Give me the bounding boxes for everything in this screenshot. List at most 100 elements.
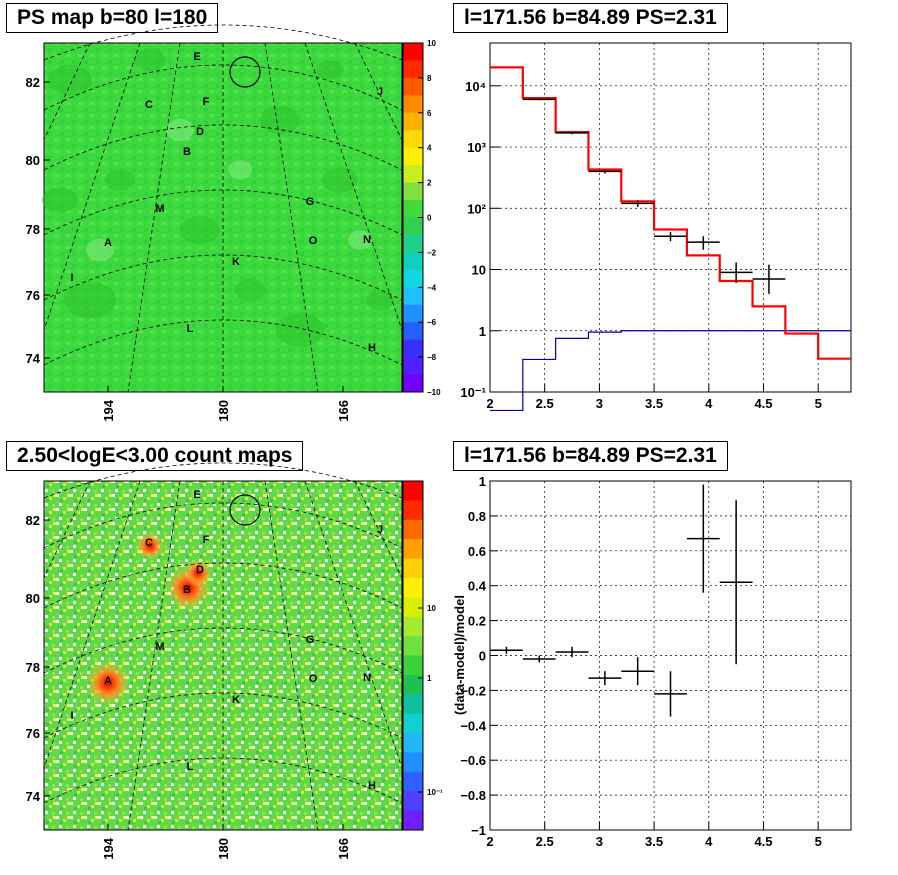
source-label-d: D [196, 126, 204, 138]
colorbar-tick-label: 1 [427, 674, 432, 683]
colorbar-tick-label: −6 [427, 318, 437, 327]
x-tick-label: 2 [486, 396, 493, 411]
spectrum-x-ticks: 2 2.5 3 3.5 4 4.5 5 [486, 384, 822, 411]
colorbar-segment [403, 481, 423, 501]
colorbar-segment [403, 616, 423, 637]
x-tick-label: 166 [336, 838, 351, 860]
colorbar-segment [403, 234, 423, 253]
y-tick-label: 10⁴ [465, 79, 486, 94]
source-label-o: O [309, 235, 318, 247]
colorbar-segment [403, 558, 423, 579]
source-label-e: E [193, 489, 200, 501]
y-tick-label: 1 [479, 324, 486, 339]
source-label-i: I [70, 272, 73, 284]
source-label-n: N [363, 234, 371, 246]
source-label-j: J [377, 524, 383, 536]
x-tick-label: 4.5 [754, 834, 772, 849]
colorbar-segment [403, 287, 423, 306]
x-tick-label: 166 [336, 400, 351, 422]
colorbar-tick-label: 4 [427, 144, 432, 153]
spectrum-panel: 2 2.5 3 3.5 4 4.5 5 10⁻¹ 1 10 10² 10³ 10⁴ [460, 42, 852, 412]
ps-map-colorbar: 10 8 6 4 2 0 −2 −4 −6 −8 −10 [402, 39, 441, 397]
tl-title: PS map b=80 l=180 [6, 3, 219, 33]
colorbar-tick-label: −4 [427, 283, 437, 292]
colorbar-tick-label: 10⁻¹ [427, 788, 443, 797]
ps-map-patch [64, 281, 116, 319]
x-tick-label: 2 [486, 834, 493, 849]
colorbar-segment [403, 636, 423, 656]
colorbar-frame [402, 480, 424, 831]
source-label-g: G [306, 634, 315, 646]
count-map-panel: E F J C DB G M O N A K I L H 10 1 10⁻¹ 74 76 78 80 82 194 18… [26, 462, 443, 860]
ps-map-blobs [42, 48, 394, 347]
ps-map-grid [43, 24, 403, 393]
y-tick-label: −0.8 [460, 788, 486, 803]
colorbar-segment [403, 539, 423, 560]
source-label-l: L [187, 761, 194, 773]
colorbar-segment [403, 357, 423, 376]
y-tick-label: 10⁻¹ [460, 385, 486, 400]
colorbar-segment [403, 77, 423, 96]
source-label-m: M [155, 203, 164, 215]
source-label-b: B [183, 584, 191, 596]
count-map-x-ticks: 194 180 166 [101, 824, 351, 860]
ps-map-patch [166, 118, 194, 142]
hotspot-a [86, 661, 130, 705]
ps-map-source-labels: E F J C DB G M O N A K I L H [70, 51, 383, 354]
source-label-f: F [203, 534, 210, 546]
colorbar-segment [403, 733, 423, 753]
colorbar-segment [403, 112, 423, 131]
colorbar-segment [403, 655, 423, 676]
ps-map-patch [260, 106, 300, 134]
y-tick-label: 1 [479, 474, 486, 489]
y-tick-label: 80 [26, 591, 40, 606]
count-map-y-ticks: 74 76 78 80 82 [26, 513, 50, 804]
colorbar-segment [403, 791, 423, 812]
ps-map-patch [180, 216, 220, 244]
colorbar-tick-label: 2 [427, 179, 432, 188]
count-map-colorbar: 10 1 10⁻¹ [402, 480, 443, 831]
y-tick-label: 74 [26, 351, 41, 366]
background-step-line [490, 330, 851, 412]
colorbar-segment [403, 60, 423, 79]
source-label-k: K [232, 694, 240, 706]
ps-map-patch [228, 160, 252, 180]
residual-panel: 2 2.5 3 3.5 4 4.5 5 −1 −0.8 −0.6 −0.4 −0.2 0 0.2 0.4 0… [452, 474, 852, 849]
residual-x-ticks: 2 2.5 3 3.5 4 4.5 5 [486, 822, 822, 849]
colorbar-segment [403, 597, 423, 618]
x-tick-label: 3 [596, 834, 603, 849]
colorbar-segment [403, 713, 423, 734]
colorbar-segment [403, 810, 423, 831]
x-tick-label: 180 [216, 400, 231, 422]
source-label-j: J [377, 86, 383, 98]
spectrum-y-ticks: 10⁻¹ 1 10 10² 10³ 10⁴ [460, 79, 500, 400]
residual-y-ticks: −1 −0.8 −0.6 −0.4 −0.2 0 0.2 0.4 0.6 0.8 1 [460, 474, 498, 838]
residual-data-points [490, 484, 753, 717]
ps-map-patch [276, 313, 324, 347]
colorbar-segment [403, 304, 423, 323]
colorbar-segment [403, 269, 423, 288]
source-label-i: I [70, 710, 73, 722]
colorbar-tick-label: −8 [427, 353, 437, 362]
source-label-g: G [306, 196, 315, 208]
x-tick-label: 4 [705, 834, 713, 849]
colorbar-segment [403, 771, 423, 792]
roi-circle [229, 494, 261, 526]
x-tick-label: 5 [815, 834, 822, 849]
br-title: l=171.56 b=84.89 PS=2.31 [453, 441, 728, 471]
colorbar-tick-label: −2 [427, 248, 437, 257]
source-label-f: F [203, 96, 210, 108]
source-label-b: B [183, 146, 191, 158]
ps-map-patch [366, 290, 394, 310]
hotspot-c [136, 532, 164, 560]
y-tick-label: 0.6 [468, 544, 486, 559]
y-tick-label: 10³ [467, 140, 486, 155]
y-tick-label: 82 [26, 513, 40, 528]
count-map-grid [43, 462, 403, 831]
colorbar-segment [403, 374, 423, 393]
x-tick-label: 3 [596, 396, 603, 411]
spectrum-background-line [490, 330, 851, 412]
y-tick-label: 74 [26, 789, 41, 804]
y-tick-label: 78 [26, 222, 40, 237]
